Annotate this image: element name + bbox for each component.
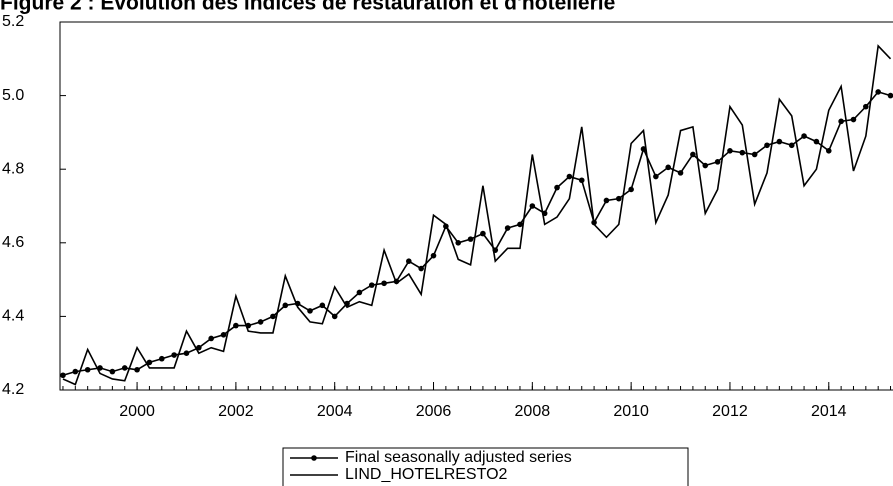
series-marker (517, 221, 523, 228)
series-marker (84, 366, 91, 373)
legend-marker (311, 455, 317, 461)
series-marker (751, 151, 758, 158)
series-marker (146, 359, 153, 366)
x-tick-label: 2004 (317, 403, 353, 420)
series-marker (677, 170, 684, 176)
series-marker (702, 162, 709, 169)
series-marker (183, 350, 190, 357)
x-tick-label: 2014 (811, 403, 847, 420)
y-tick-label: 4.8 (2, 160, 24, 177)
series-marker (714, 159, 721, 165)
series-marker (529, 203, 536, 209)
series-marker (430, 252, 437, 259)
series-marker (331, 313, 338, 320)
series-marker (381, 280, 387, 287)
series-marker (653, 173, 659, 180)
y-tick-label: 4.4 (2, 308, 24, 325)
series-marker (764, 142, 770, 149)
y-tick-label: 4.6 (2, 234, 24, 251)
series-marker (109, 368, 116, 375)
series-marker (72, 368, 79, 375)
y-tick-label: 4.2 (2, 381, 24, 398)
series-marker (418, 265, 424, 272)
series-marker (850, 116, 857, 123)
series-marker (282, 302, 289, 309)
x-tick-label: 2010 (613, 403, 649, 420)
series-marker (690, 151, 696, 158)
series-marker (554, 184, 560, 191)
chart-title: Figure 2 : Evolution des indices de rest… (0, 0, 615, 15)
plot-frame (59, 21, 893, 391)
series-marker (233, 322, 239, 329)
series-marker (665, 164, 671, 171)
series-marker (171, 352, 177, 358)
legend-box (282, 447, 689, 486)
series-marker (615, 195, 622, 202)
series-marker (220, 332, 227, 338)
series-marker (603, 197, 610, 204)
series-line (62, 44, 892, 386)
series-marker (566, 173, 573, 180)
series-marker (368, 282, 375, 288)
series-marker (208, 335, 214, 342)
x-tick-label: 2000 (119, 403, 155, 420)
series-marker (455, 240, 462, 246)
series-marker (158, 355, 165, 362)
legend-label: Final seasonally adjusted series (345, 449, 572, 466)
legend-label: LIND_HOTELRESTO2 (345, 466, 508, 483)
series-marker (776, 138, 783, 145)
x-tick-label: 2002 (218, 403, 254, 420)
series-marker (270, 313, 276, 320)
series-marker (121, 365, 128, 371)
series-marker (257, 319, 264, 325)
series-marker (578, 177, 585, 184)
series-marker (825, 148, 832, 154)
series-marker (319, 302, 326, 309)
series-marker (467, 236, 474, 242)
y-tick-label: 5.2 (2, 13, 24, 30)
x-tick-label: 2012 (712, 403, 748, 420)
series-marker (406, 258, 412, 265)
series-marker (307, 308, 313, 314)
series-marker (60, 372, 66, 379)
series-marker (504, 225, 511, 231)
x-tick-label: 2008 (515, 403, 551, 420)
series-marker (727, 148, 733, 154)
series-marker (863, 103, 869, 110)
series-marker (801, 133, 807, 139)
series-marker (813, 138, 820, 145)
series-marker (628, 186, 634, 193)
series-marker (640, 146, 647, 152)
series-marker (875, 89, 881, 95)
series-marker (134, 366, 140, 373)
series-marker (788, 142, 795, 149)
series-marker (480, 230, 486, 237)
y-tick-label: 5.0 (2, 87, 24, 104)
series-marker (838, 118, 844, 125)
series-marker (887, 92, 893, 99)
x-tick-label: 2006 (416, 403, 452, 420)
series-marker (739, 149, 746, 156)
series-marker (356, 289, 363, 296)
